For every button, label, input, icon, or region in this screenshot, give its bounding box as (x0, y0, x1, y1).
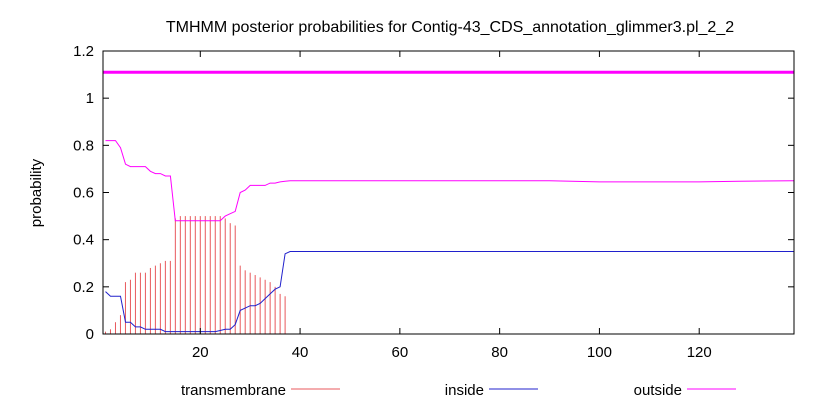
legend: transmembrane inside outside (181, 382, 736, 399)
plot-frame (102, 50, 795, 335)
y-tick-label: 0.6 (73, 185, 94, 202)
legend-label-inside: inside (445, 382, 484, 399)
y-tick-label: 0.8 (73, 137, 94, 154)
chart-title: TMHMM posterior probabilities for Contig… (166, 19, 734, 36)
y-tick-label: 0.4 (73, 232, 94, 249)
x-tick-label: 120 (687, 344, 712, 361)
x-tick-label: 60 (392, 344, 409, 361)
axes: 0 0.2 0.4 0.6 0.8 1 1.2 20 40 60 80 100 120 (73, 43, 794, 361)
outside-line (105, 140, 795, 222)
inside-line (105, 251, 794, 333)
legend-label-transmembrane: transmembrane (181, 382, 286, 399)
y-axis-label: probability (28, 158, 45, 227)
x-tick-label: 80 (491, 344, 508, 361)
legend-label-outside: outside (634, 382, 682, 399)
x-tick-label: 100 (587, 344, 612, 361)
y-tick-label: 1 (86, 90, 94, 107)
y-tick-label: 0 (86, 326, 94, 343)
y-tick-label: 1.2 (73, 43, 94, 60)
x-tick-label: 20 (192, 344, 209, 361)
x-tick-label: 40 (292, 344, 309, 361)
plot-area (103, 70, 795, 334)
y-tick-label: 0.2 (73, 279, 94, 296)
